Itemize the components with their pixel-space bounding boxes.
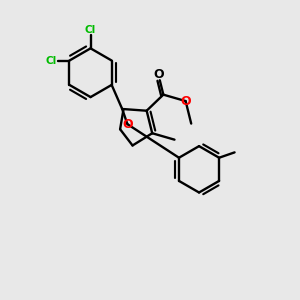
Text: O: O	[122, 118, 133, 130]
Text: O: O	[153, 68, 164, 81]
Text: Cl: Cl	[46, 56, 57, 65]
Text: Cl: Cl	[85, 25, 96, 34]
Text: O: O	[180, 94, 191, 108]
